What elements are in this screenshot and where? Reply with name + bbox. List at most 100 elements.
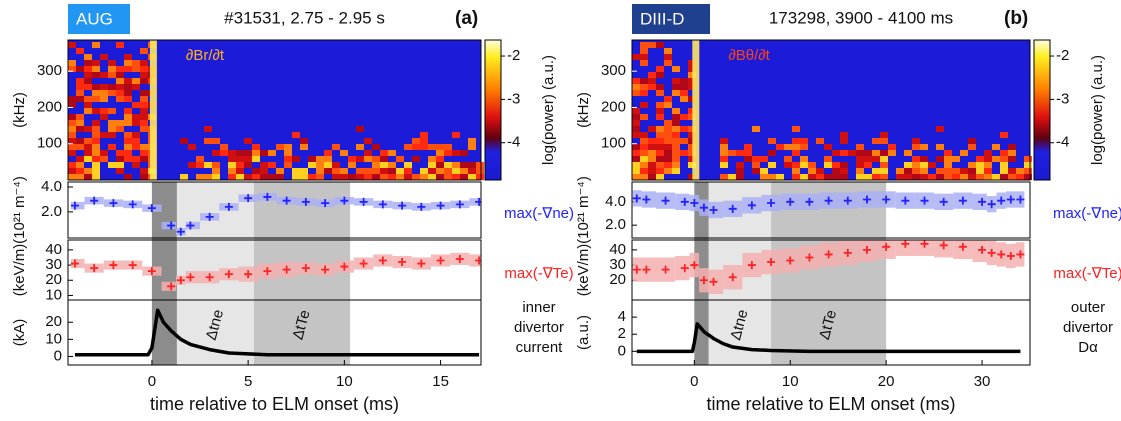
marker [436,201,445,210]
spectrogram-cell [736,174,744,180]
spectrogram-cell [140,156,148,162]
spectrogram-cell [920,156,928,162]
spectrogram-cell [404,144,412,150]
spectrogram-cell [672,90,680,96]
spectrogram-cell [688,150,696,156]
marker [109,199,118,208]
spectrogram-cell [196,162,204,168]
spectrogram-cell [640,132,648,138]
spectrogram-cell [816,138,824,144]
marker [186,221,195,230]
marker [205,273,214,282]
spectrogram-cell [316,162,324,168]
spectrogram-cell [140,78,148,84]
spectrogram-cell [640,138,648,144]
spectrogram-cell [632,78,640,84]
marker [1016,195,1025,204]
marker [978,197,987,206]
y-tick-label: 20 [45,313,62,330]
marker [824,196,833,205]
spectrogram-cell [664,144,672,150]
spectrogram-cell [404,168,412,174]
marker [709,206,718,214]
spectrogram-cell [1000,156,1008,162]
y-axis-label: (keV/m) [575,244,592,297]
spectrogram-annotation: ∂Br/∂t [186,47,225,64]
marker [398,201,407,210]
spectrogram-cell [664,126,672,132]
spectrogram-cell [100,54,108,60]
spectrogram-cell [648,168,656,174]
spectrogram-cell [672,144,680,150]
spectrogram-cell [856,150,864,156]
spectrogram-cell [332,174,340,180]
spectrogram-cell [316,168,324,174]
spectrogram-cell [220,144,228,150]
spectrogram-cell [332,168,340,174]
spectrogram-cell [84,144,92,150]
spectrogram-cell [952,168,960,174]
spectrogram-cell [92,132,100,138]
spectrogram-cell [632,150,640,156]
marker [1006,195,1015,204]
spectrogram-cell [468,168,476,174]
spectrogram-cell [728,150,736,156]
spectrogram-cell [204,162,212,168]
spectrogram-cell [672,168,680,174]
spectrogram-cell [476,168,484,174]
frame [631,299,1031,366]
spectrogram-cell [672,156,680,162]
spectrogram-cell [648,150,656,156]
spectrogram-cell [428,156,436,162]
spectrogram-cell [640,84,648,90]
spectrogram-cell [364,168,372,174]
spectrogram-cell [68,126,76,132]
spectrogram-cell [768,162,776,168]
spectrogram-cell [284,150,292,156]
frame [631,181,1031,239]
spectrogram-cell [664,96,672,102]
marker [475,197,481,206]
spectrogram-cell [300,144,308,150]
spectrogram-cell [476,162,484,168]
spectrogram-cell [912,156,920,162]
marker [128,200,137,209]
spectrogram-cell [116,150,124,156]
spectrogram-cell [648,126,656,132]
spectrogram-cell [84,60,92,66]
spectrogram-cell [132,156,140,162]
spectrogram-cell [140,108,148,114]
spectrogram-cell [656,162,664,168]
line [74,308,480,357]
spectrogram-cell [108,90,116,96]
spectrogram-cell [976,168,984,174]
spectrogram-cell [872,168,880,174]
spectrogram-cell [656,84,664,90]
spectrogram-cell [204,126,212,132]
panel-title: #31531, 2.75 - 2.95 s [224,8,385,27]
y-axis-label: (kHz) [11,92,28,128]
spectrogram-cell [372,174,380,180]
spectrogram-cell [672,108,680,114]
y-axis-label: (kHz) [575,92,592,128]
marker [301,264,310,273]
marker [282,196,291,205]
marker [690,199,699,207]
spectrogram-cell [880,138,888,144]
marker [939,241,948,250]
spectrogram-cell [1000,150,1008,156]
marker [786,256,795,265]
spectrogram-cell [656,144,664,150]
x-tick-label: 5 [244,373,252,390]
spectrogram-cell [640,78,648,84]
spectrogram-cell [632,168,640,174]
spectrogram-cell [656,150,664,156]
marker [205,212,214,221]
spectrogram-cell [792,168,800,174]
spectrogram-cell [100,84,108,90]
error-band [972,240,987,263]
marker [176,227,185,236]
spectrogram-cell [656,108,664,114]
spectrogram-cell [632,90,640,96]
spectrogram-cell [1024,156,1032,162]
